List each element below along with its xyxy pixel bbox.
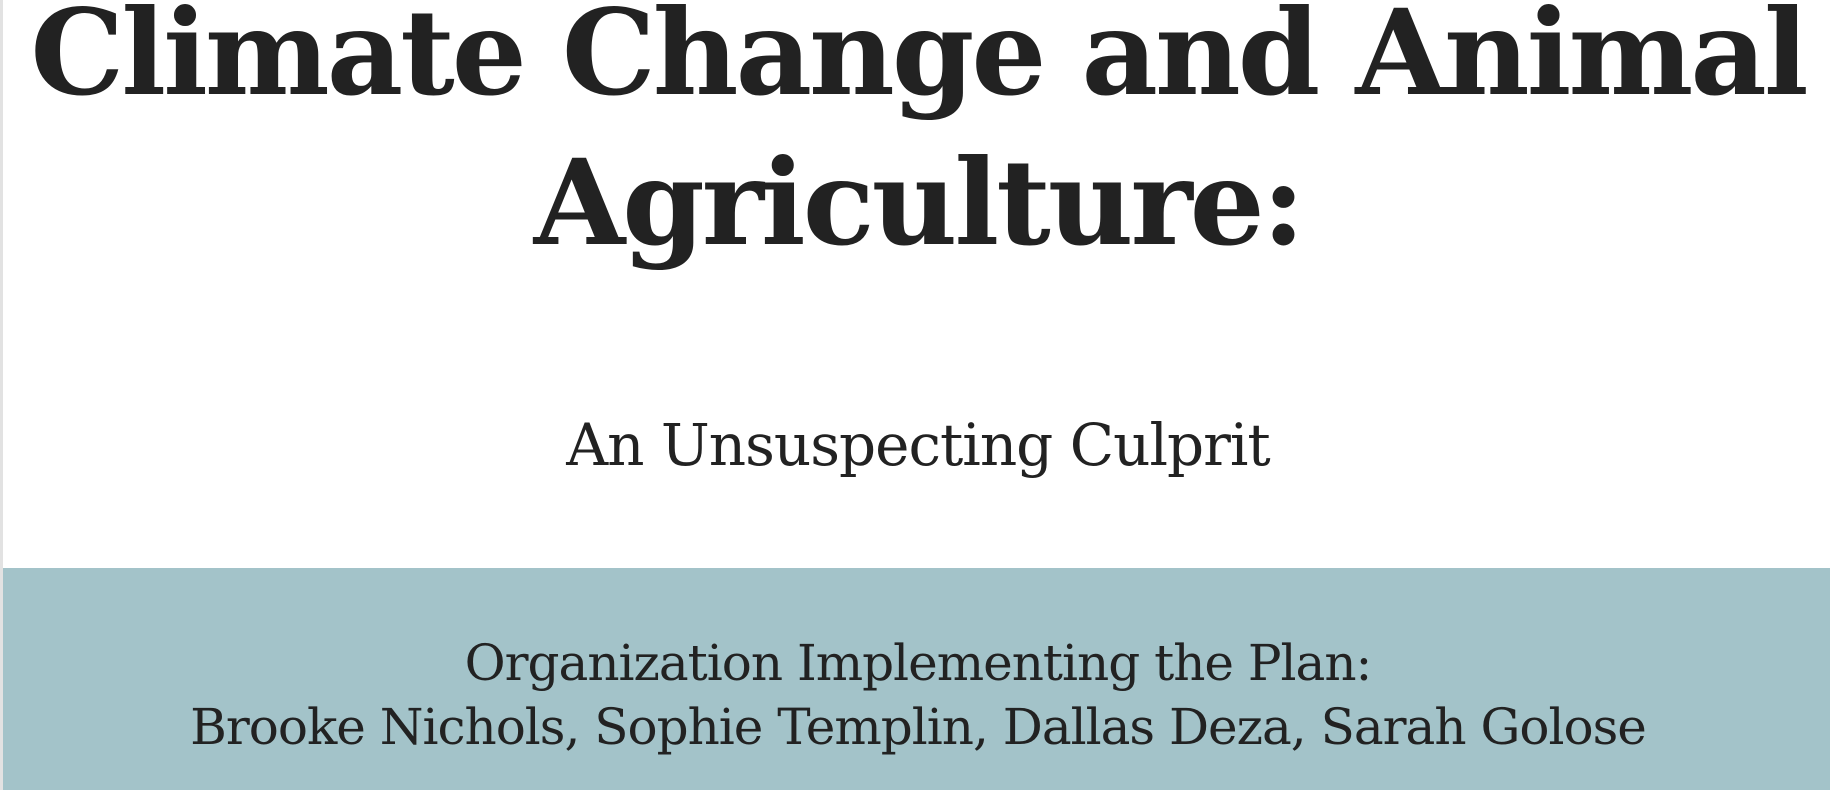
slide-subtitle: An Unsuspecting Culprit [566, 411, 1271, 479]
member-names: Brooke Nichols, Sophie Templin, Dallas D… [190, 698, 1647, 756]
organization-label: Organization Implementing the Plan: [464, 634, 1373, 692]
slide-title: Climate Change and Animal Agriculture: [30, 0, 1808, 272]
footer-band: Organization Implementing the Plan: Broo… [3, 568, 1830, 790]
